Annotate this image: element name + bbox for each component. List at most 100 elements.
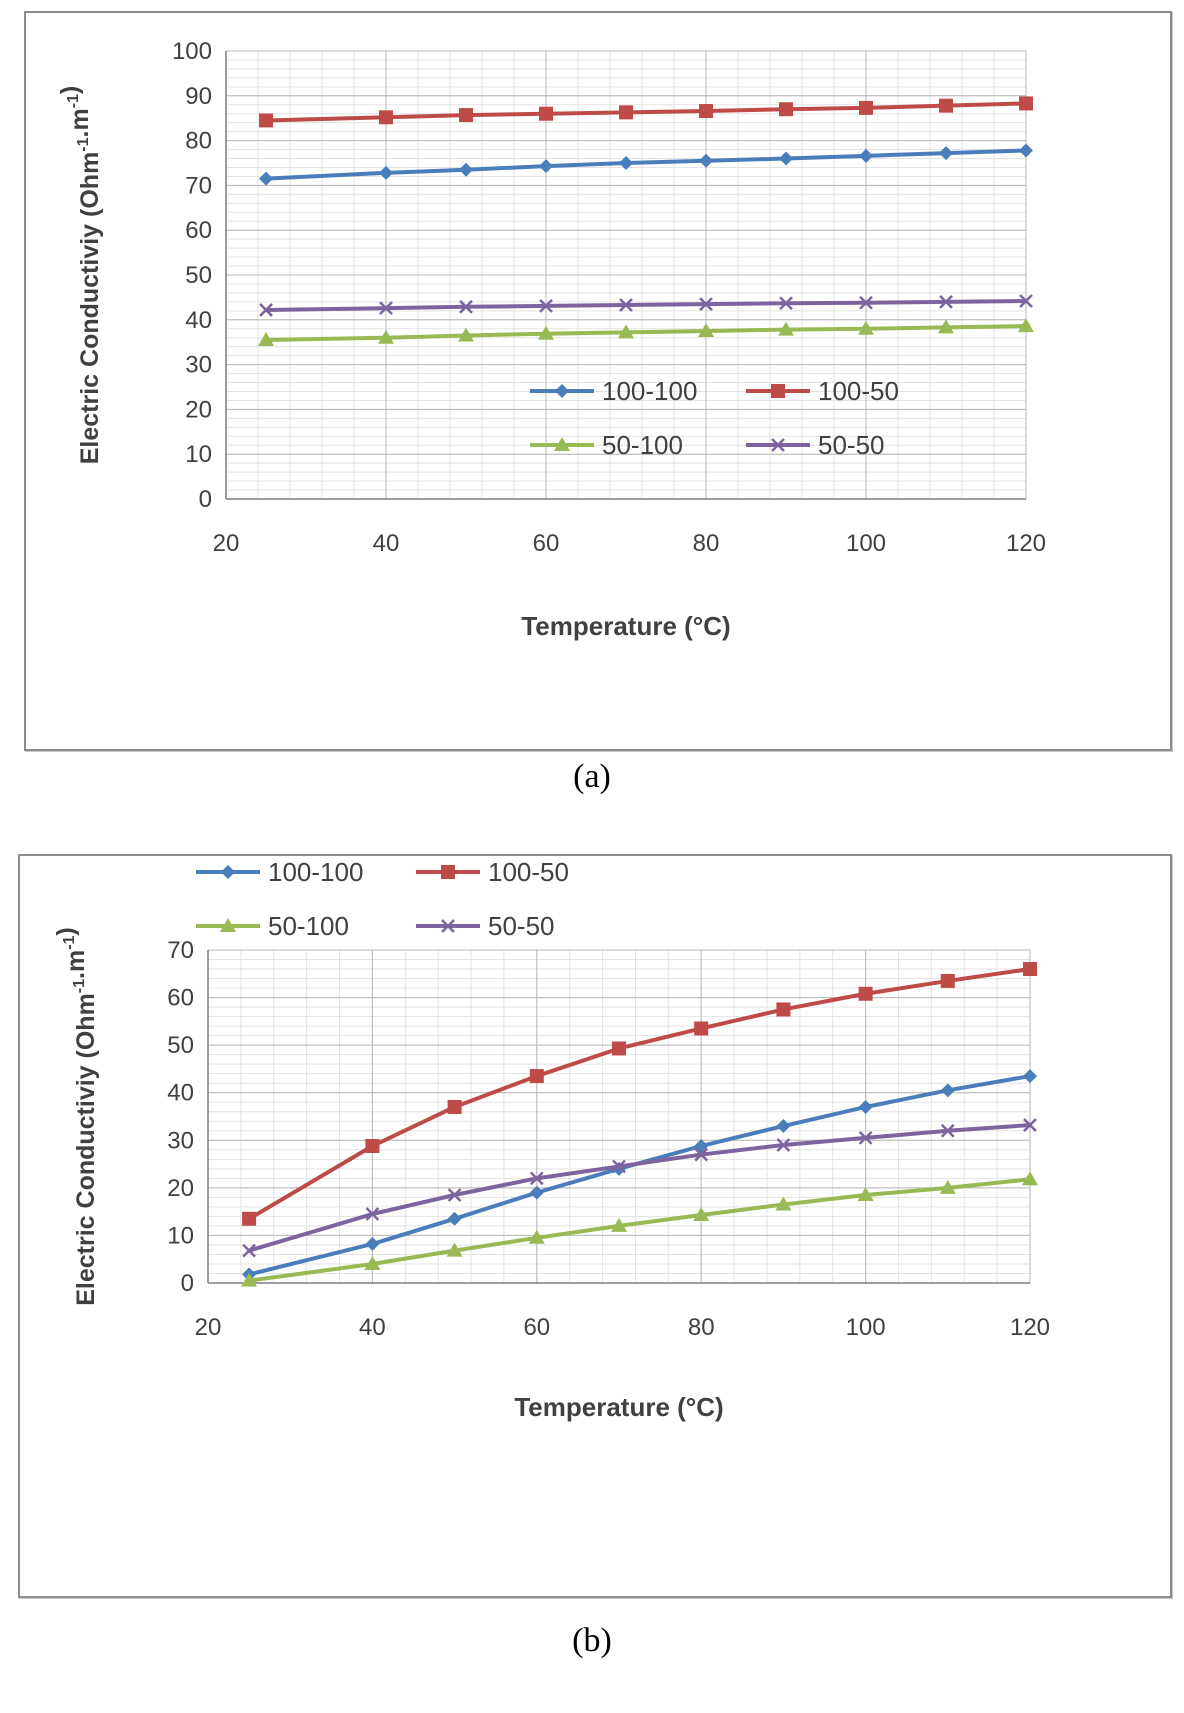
chart-a-y-tick-label: 100	[172, 38, 212, 65]
chart-a-data-point	[619, 105, 633, 120]
chart-b-data-point	[858, 1131, 873, 1145]
chart-a-data-point	[939, 98, 953, 113]
chart-b-y-tick-label: 10	[167, 1222, 194, 1249]
chart-a-data-point	[619, 298, 633, 312]
chart-b-y-tick-label: 0	[181, 1270, 194, 1297]
chart-panel-b: 0 10 20 30 40 50 60 70 20 40 60 80 100 120 Temperature…	[18, 854, 1172, 1598]
chart-a-data-point	[259, 303, 273, 317]
chart-b-data-point	[1023, 1069, 1037, 1084]
chart-a-data-point	[1019, 294, 1033, 308]
chart-a-data-point	[459, 108, 473, 123]
chart-a-data-point	[939, 294, 953, 309]
chart-a-data-point	[859, 148, 873, 163]
chart-panel-a: 0 10 20 30 40 50 60 70 80 90 100 20 40 60 80 100 120 Temp…	[24, 11, 1172, 751]
chart-b-series-50-50	[242, 1118, 1037, 1258]
chart-b-y-axis-title-part: Electric Conductiviy (Ohm	[72, 993, 100, 1306]
chart-b-data-point	[447, 1099, 462, 1114]
chart-a-series-line	[264, 101, 1028, 123]
chart-a-series-line	[264, 148, 1028, 181]
chart-a-y-tick-label: 60	[185, 217, 212, 244]
chart-a-data-point	[939, 146, 953, 161]
chart-a-x-tick-label: 100	[846, 530, 886, 557]
chart-a-series-100-100	[259, 143, 1033, 186]
chart-b-data-point	[1022, 1171, 1038, 1186]
chart-a-data-point	[698, 323, 714, 337]
chart-b-data-point	[858, 986, 873, 1001]
chart-b-series-line	[247, 1123, 1032, 1253]
chart-a-y-tick-label: 30	[185, 352, 212, 379]
chart-a-data-point	[778, 321, 794, 336]
chart-b-legend-item: 100-100	[196, 857, 363, 887]
chart-b-x-tick-label: 20	[195, 1314, 222, 1341]
chart-a-series-line	[264, 324, 1028, 342]
chart-b-data-point	[939, 1179, 956, 1194]
chart-a-y-axis-title-part: Electric Conductiviy (Ohm	[76, 152, 104, 465]
chart-a-data-point	[779, 151, 793, 166]
chart-b-svg: 0 10 20 30 40 50 60 70 20 40 60 80 100 120 Temperature…	[52, 857, 1050, 1422]
chart-b-legend-item: 50-50	[416, 911, 555, 941]
chart-a-svg: 0 10 20 30 40 50 60 70 80 90 100 20 40 60 80 100 120 Temp…	[56, 38, 1046, 641]
chart-a-x-tick-label: 20	[213, 530, 240, 557]
chart-a-y-tick-label: 10	[185, 441, 212, 468]
chart-a-y-tick-label: 20	[185, 396, 212, 423]
chart-a-data-point	[779, 102, 793, 117]
chart-a-y-tick-label: 90	[185, 83, 212, 110]
chart-a-x-tick-label: 40	[373, 530, 400, 557]
chart-a-y-tick-label: 50	[185, 262, 212, 289]
chart-a-data-point	[618, 324, 634, 339]
chart-b-data-point	[365, 1138, 380, 1153]
chart-a-data-point	[779, 296, 793, 311]
chart-a-data-point	[699, 297, 713, 312]
chart-a-legend-label: 50-100	[602, 430, 683, 460]
chart-b-data-point	[242, 1243, 256, 1258]
chart-b-data-point	[693, 1206, 710, 1221]
chart-a-x-tick-label: 60	[533, 530, 560, 557]
chart-a-data-point	[379, 110, 393, 125]
chart-a-y-tick-label: 0	[199, 486, 212, 513]
chart-b-x-tick-label: 60	[523, 1314, 550, 1341]
chart-b-data-point	[447, 1211, 462, 1226]
chart-b-series-line	[247, 967, 1032, 1221]
chart-b-y-tick-label: 60	[167, 985, 194, 1012]
chart-b-legend-marker	[221, 865, 235, 879]
chart-a-series-50-50	[259, 294, 1033, 317]
chart-a-legend-marker	[771, 384, 785, 398]
chart-b-y-tick-label: 70	[167, 937, 194, 964]
chart-a-legend-marker	[771, 438, 785, 452]
chart-a-y-axis-title-sup: -1	[75, 137, 92, 151]
chart-b-x-tick-label: 40	[359, 1314, 386, 1341]
chart-b-series-line	[247, 1074, 1032, 1277]
chart-b-data-point	[365, 1207, 380, 1221]
chart-b-y-tick-label: 20	[167, 1175, 194, 1202]
chart-a-legend-label: 100-50	[818, 376, 899, 406]
chart-a-data-point	[859, 295, 873, 310]
chart-a-data-point	[539, 106, 553, 121]
chart-b-legend-label: 100-50	[488, 857, 569, 887]
chart-b-data-point	[447, 1188, 462, 1202]
chart-b-data-point	[364, 1255, 381, 1270]
chart-b-x-tick-label: 80	[688, 1314, 715, 1341]
chart-b-y-axis-title: Electric Conductiviy (Ohm-1.m-1)	[52, 927, 100, 1306]
chart-a-data-point	[619, 156, 633, 170]
chart-b-data-point	[857, 1186, 874, 1201]
chart-a-y-axis-title-sup: -1	[65, 94, 82, 108]
chart-b-y-axis-title-part: .m	[62, 950, 90, 979]
chart-a-data-point	[259, 113, 273, 128]
chart-b-data-point	[529, 1171, 544, 1186]
chart-b-data-point	[1023, 962, 1037, 977]
chart-a-legend-label: 50-50	[818, 430, 885, 460]
chart-b-data-point	[529, 1069, 544, 1084]
chart-a-y-tick-label: 40	[185, 307, 212, 334]
chart-b-x-axis-title: Temperature (°C)	[514, 1392, 723, 1422]
chart-b-plot-area	[208, 950, 1030, 1283]
chart-b-data-point	[611, 1217, 627, 1232]
caption-b: (b)	[572, 1622, 612, 1659]
chart-b-legend-label: 50-50	[488, 911, 555, 941]
chart-b-legend-item: 100-50	[416, 857, 569, 887]
chart-b-data-point	[776, 1138, 791, 1152]
chart-b-data-point	[775, 1196, 792, 1211]
chart-b-data-point	[241, 1272, 258, 1287]
chart-a-data-point	[379, 165, 393, 180]
chart-b-data-point	[446, 1242, 463, 1257]
chart-b-data-point	[694, 1147, 709, 1162]
